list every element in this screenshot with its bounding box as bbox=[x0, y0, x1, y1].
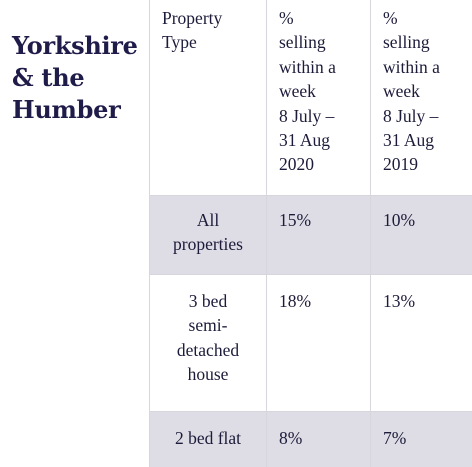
row-type-line: All bbox=[196, 210, 220, 230]
row-shade-2-bed-flat bbox=[150, 412, 472, 467]
grid-line-v3 bbox=[370, 0, 371, 467]
row-3-bed-semi-2019: 13% bbox=[383, 291, 416, 311]
grid-line-v2 bbox=[266, 0, 267, 467]
header-2020-line: % bbox=[279, 8, 294, 28]
header-2020-line: within a bbox=[279, 56, 336, 77]
row-2-bed-flat-2020: 8% bbox=[279, 428, 303, 448]
row-all-properties-type: All properties bbox=[150, 208, 266, 257]
grid-line-h1 bbox=[150, 195, 472, 196]
header-property-type-line: Property bbox=[162, 8, 223, 28]
region-title-line-2: & the bbox=[12, 63, 85, 92]
row-type-line: properties bbox=[173, 234, 243, 255]
row-type-line: 2 bed flat bbox=[174, 428, 242, 448]
grid-line-h2 bbox=[150, 274, 472, 275]
row-type-line: detached bbox=[176, 339, 240, 360]
header-2020-line: 8 July – bbox=[279, 105, 335, 126]
row-type-line: house bbox=[187, 364, 229, 385]
row-type-line: 3 bed bbox=[188, 291, 228, 311]
header-property-type: Property Type bbox=[162, 6, 262, 55]
row-all-properties-2020: 15% bbox=[279, 210, 312, 230]
header-2019-line: 8 July – bbox=[383, 105, 439, 126]
header-2019-line: within a bbox=[383, 56, 440, 77]
region-title-line-3: Humber bbox=[12, 95, 121, 124]
header-2019-line: selling bbox=[383, 32, 430, 53]
header-2020-line: week bbox=[279, 81, 316, 102]
header-2019-line: % bbox=[383, 8, 398, 28]
region-title: Yorkshire & the Humber bbox=[12, 30, 152, 126]
header-2019-line: 2019 bbox=[383, 154, 418, 175]
row-3-bed-semi-type: 3 bed semi- detached house bbox=[150, 289, 266, 387]
header-2019: % selling within a week 8 July – 31 Aug … bbox=[383, 6, 472, 177]
region-title-line-1: Yorkshire bbox=[12, 31, 138, 60]
header-property-type-line: Type bbox=[162, 32, 197, 53]
header-2020-line: 2020 bbox=[279, 154, 314, 175]
header-2019-line: 31 Aug bbox=[383, 130, 435, 151]
header-2019-line: week bbox=[383, 81, 420, 102]
header-2020-line: 31 Aug bbox=[279, 130, 331, 151]
row-all-properties-2019: 10% bbox=[383, 210, 416, 230]
header-2020-line: selling bbox=[279, 32, 326, 53]
row-2-bed-flat-2019: 7% bbox=[383, 428, 407, 448]
header-2020: % selling within a week 8 July – 31 Aug … bbox=[279, 6, 369, 177]
grid-line-h3 bbox=[150, 411, 472, 412]
grid-line-v1 bbox=[149, 0, 150, 467]
row-2-bed-flat-type: 2 bed flat bbox=[150, 426, 266, 450]
row-type-line: semi- bbox=[188, 315, 228, 336]
row-3-bed-semi-2020: 18% bbox=[279, 291, 312, 311]
row-shade-all-properties bbox=[150, 196, 472, 274]
